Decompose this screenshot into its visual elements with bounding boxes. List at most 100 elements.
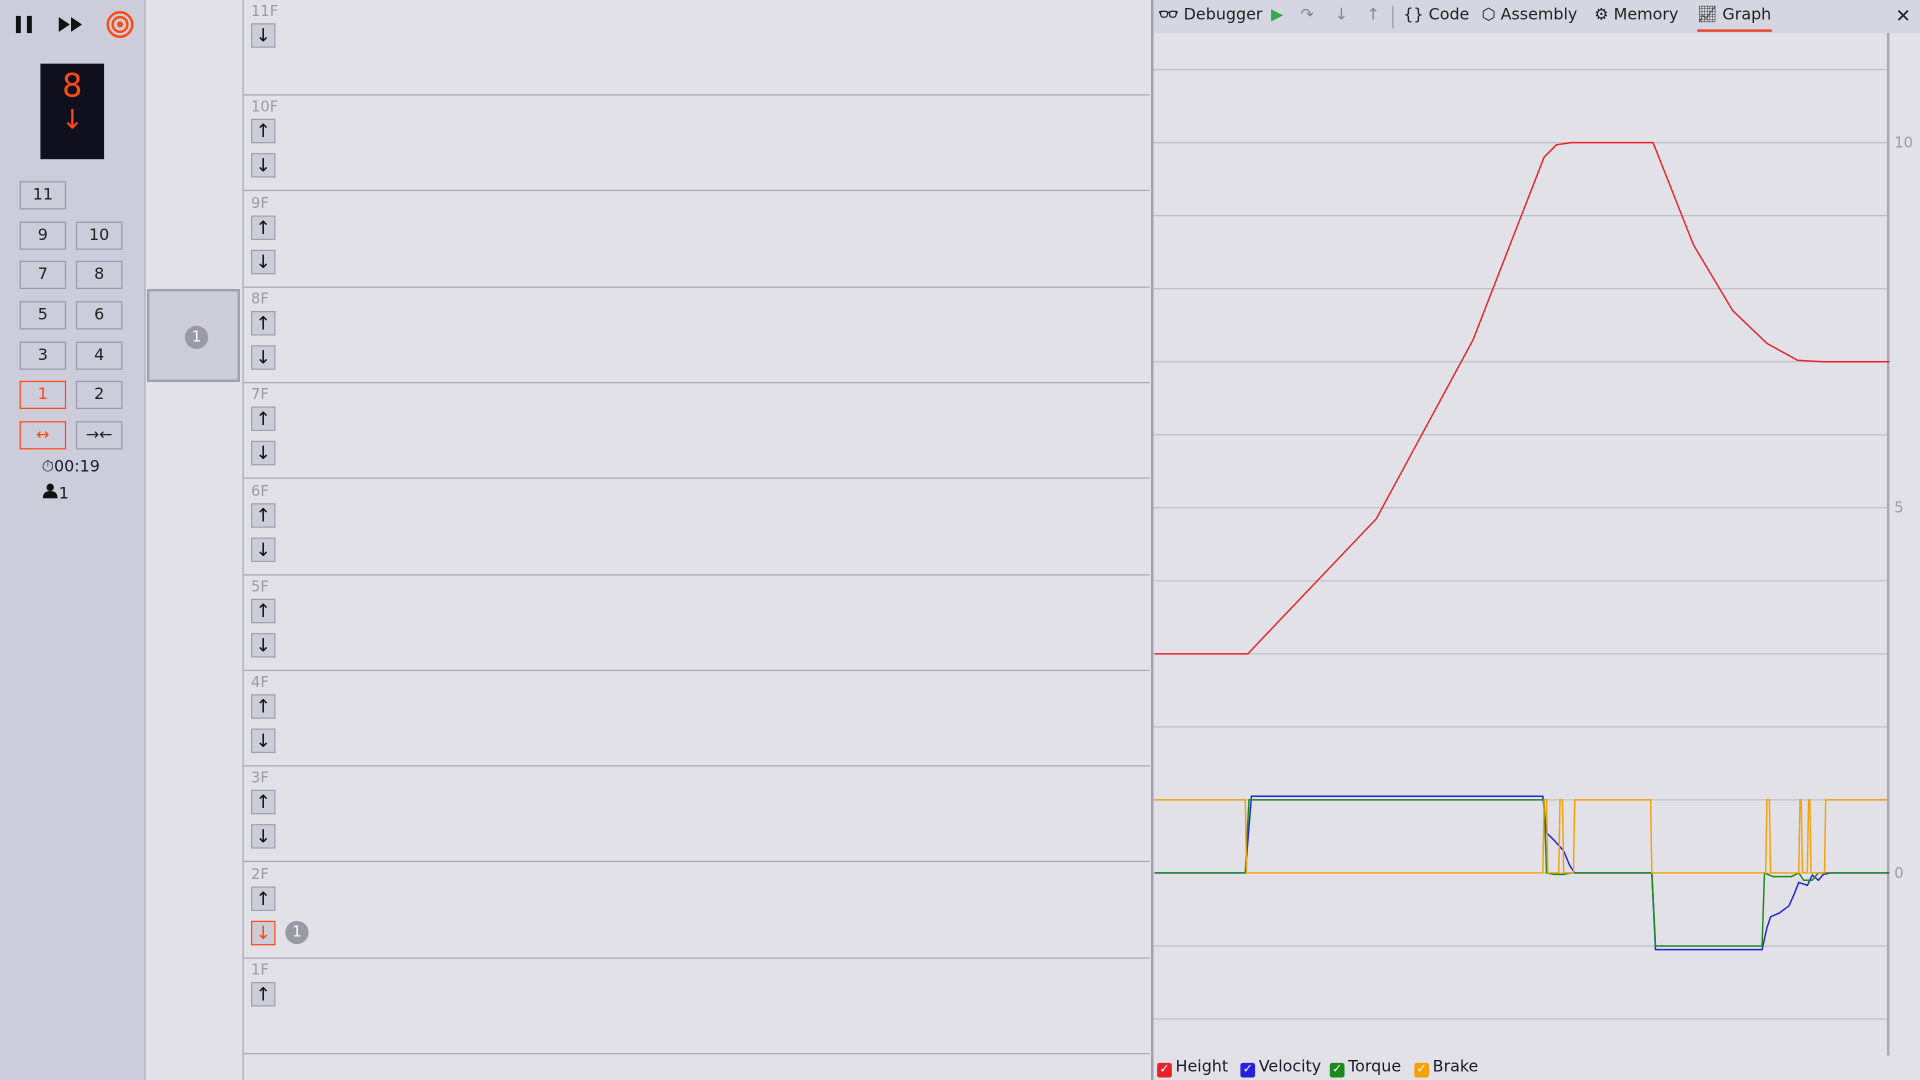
door-close-button[interactable]: →← (75, 421, 123, 450)
tab-assembly[interactable]: ⬡ Assembly (1482, 5, 1578, 29)
legend-height[interactable]: ✓ Height (1157, 1058, 1228, 1078)
pause-icon (15, 15, 32, 34)
arrow-down-icon: ↓ (255, 346, 271, 369)
tab-assembly-label: Assembly (1500, 6, 1578, 25)
car-passenger-badge: 1 (184, 325, 209, 349)
tab-graph-label: Graph (1722, 6, 1772, 25)
passenger-count: 1 (42, 482, 69, 503)
arrow-down-icon: ↓ (255, 634, 271, 657)
tab-debugger[interactable]: 👓︎ Debugger (1158, 5, 1262, 29)
target-button[interactable] (105, 10, 134, 39)
arrow-down-icon: ↓ (255, 729, 271, 752)
call-down-button[interactable]: ↓ (251, 728, 276, 754)
floor-label: 1F (251, 961, 269, 979)
call-up-button[interactable]: ↑ (251, 406, 276, 432)
arrow-down-icon: ↓ (255, 921, 271, 944)
arrow-down-icon: ↓ (255, 538, 271, 561)
call-up-button[interactable]: ↑ (251, 694, 276, 719)
direction-down-icon: ↓ (60, 105, 84, 136)
car-button-4[interactable]: 4 (75, 341, 123, 370)
fast-forward-icon (58, 17, 83, 32)
arrow-up-icon: ↑ (255, 503, 271, 526)
car-button-11[interactable]: 11 (19, 181, 67, 210)
current-floor: 8 (62, 68, 83, 106)
floor-label: 10F (251, 98, 279, 116)
arrow-down-icon: ↓ (255, 24, 271, 47)
pause-button[interactable] (10, 10, 39, 39)
step-out-icon: ↑ (1366, 6, 1380, 25)
tab-code[interactable]: {} Code (1403, 5, 1469, 29)
call-up-button[interactable]: ↑ (251, 215, 276, 240)
car-button-5[interactable]: 5 (19, 301, 67, 330)
step-over-button[interactable]: ↷ (1300, 5, 1313, 29)
floor-10F: 10F ↑ ↓ (242, 96, 1150, 192)
call-down-button[interactable]: ↓ (251, 153, 276, 178)
chip-icon: ⚙ (1594, 6, 1609, 25)
series-height (1154, 141, 1890, 655)
waiting-badge: 1 (285, 920, 309, 944)
car-button-9[interactable]: 9 (19, 221, 67, 250)
fast-forward-button[interactable] (56, 10, 85, 39)
arrow-up-icon: ↑ (255, 887, 271, 910)
call-up-button[interactable]: ↑ (251, 886, 276, 911)
run-button[interactable]: ▶ (1271, 5, 1283, 29)
car-button-2[interactable]: 2 (75, 380, 123, 409)
chart-icon: 📈︎ (1697, 6, 1718, 25)
call-down-button[interactable]: ↓ (251, 920, 276, 945)
chart-legend: ✓ Height ✓ Velocity ✓ Torque ✓ Brake (1153, 1056, 1920, 1080)
arrow-up-icon: ↑ (255, 407, 271, 431)
checkbox-checked-icon[interactable]: ✓ (1240, 1062, 1256, 1078)
step-into-button[interactable]: ↓ (1335, 5, 1348, 29)
call-up-button[interactable]: ↑ (251, 310, 276, 336)
legend-torque[interactable]: ✓ Torque (1329, 1058, 1401, 1078)
elevator-car: 1 (146, 288, 241, 383)
tab-memory[interactable]: ⚙ Memory (1594, 5, 1678, 29)
checkbox-checked-icon[interactable]: ✓ (1414, 1062, 1429, 1078)
floor-indicator: 8 ↓ (40, 63, 105, 160)
call-up-button[interactable]: ↑ (251, 598, 276, 624)
call-up-button[interactable]: ↑ (251, 982, 276, 1007)
call-up-button[interactable]: ↑ (251, 790, 276, 815)
car-button-7[interactable]: 7 (19, 260, 67, 289)
glasses-icon: 👓︎ (1158, 6, 1179, 25)
car-button-10[interactable]: 10 (75, 221, 123, 250)
legend-brake[interactable]: ✓ Brake (1414, 1058, 1478, 1078)
call-down-button[interactable]: ↓ (251, 632, 276, 658)
floor-3F: 3F ↑ ↓ (242, 767, 1150, 863)
checkbox-checked-icon[interactable]: ✓ (1157, 1062, 1172, 1078)
series-brake (1154, 799, 1890, 874)
floor-1F: 1F ↑ (242, 959, 1150, 1055)
call-down-button[interactable]: ↓ (251, 441, 276, 466)
car-button-1[interactable]: 1 (19, 380, 67, 409)
call-up-button[interactable]: ↑ (251, 502, 276, 528)
graph-panel: 👓︎ Debugger ▶ ↷ ↓ ↑ {} Code ⬡ Assembly ⚙… (1151, 0, 1920, 1080)
timer-value: 00:19 (54, 457, 100, 477)
call-down-button[interactable]: ↓ (251, 249, 276, 274)
arrow-up-icon: ↑ (255, 695, 271, 718)
call-down-button[interactable]: ↓ (251, 345, 276, 370)
call-up-button[interactable]: ↑ (251, 119, 276, 144)
arrow-down-icon: ↓ (255, 442, 271, 465)
floor-label: 7F (251, 385, 269, 404)
car-button-3[interactable]: 3 (19, 341, 67, 370)
floor-label: 6F (251, 481, 269, 499)
legend-label: Brake (1432, 1057, 1479, 1077)
close-panel-button[interactable]: ✕ (1896, 5, 1911, 29)
close-icon: ✕ (1895, 4, 1911, 27)
car-button-6[interactable]: 6 (75, 301, 123, 330)
door-open-button[interactable]: ↔ (19, 421, 67, 450)
call-down-button[interactable]: ↓ (251, 824, 276, 850)
signal-chart: 10 5 0 (1153, 33, 1913, 1056)
step-out-button[interactable]: ↑ (1367, 5, 1380, 29)
legend-velocity[interactable]: ✓ Velocity (1240, 1058, 1321, 1078)
car-button-8[interactable]: 8 (75, 260, 123, 289)
floor-9F: 9F ↑ ↓ (242, 192, 1150, 288)
floor-label: 3F (251, 769, 269, 787)
call-down-button[interactable]: ↓ (251, 23, 276, 48)
checkbox-checked-icon[interactable]: ✓ (1329, 1062, 1345, 1078)
control-sidebar: 8 ↓ 11 9 10 7 8 5 6 3 4 1 2 ↔ →← ⏱00:19 1 (0, 0, 146, 1080)
call-down-button[interactable]: ↓ (251, 536, 276, 562)
tab-graph[interactable]: 📈︎ Graph (1697, 5, 1772, 32)
floor-11F: 11F ↓ (242, 0, 1150, 96)
passenger-value: 1 (58, 484, 69, 504)
